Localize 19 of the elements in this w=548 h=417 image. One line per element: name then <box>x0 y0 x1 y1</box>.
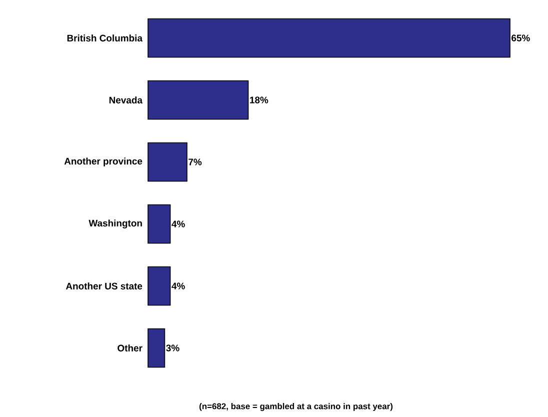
text: (n=682, base = gambled at a casino in past year) <box>199 403 393 411</box>
y-tick-label: Nevada <box>109 96 143 104</box>
y-tick-label: Other <box>118 344 142 352</box>
bar <box>148 328 166 368</box>
bar <box>148 18 510 58</box>
y-tick-label: Washington <box>88 220 142 228</box>
bar <box>148 142 188 182</box>
bar <box>148 80 249 120</box>
y-tick-label: Another province <box>64 158 142 166</box>
data-label: 7% <box>188 158 202 166</box>
bar <box>148 266 171 306</box>
data-label: 18% <box>250 96 268 104</box>
data-label: 4% <box>172 282 185 290</box>
data-label: 3% <box>166 344 180 352</box>
data-label: 4% <box>172 220 185 228</box>
data-label: 65% <box>512 34 530 42</box>
y-tick-label: British Columbia <box>67 34 143 42</box>
y-tick-label: Another US state <box>66 282 142 290</box>
bar <box>148 204 171 244</box>
